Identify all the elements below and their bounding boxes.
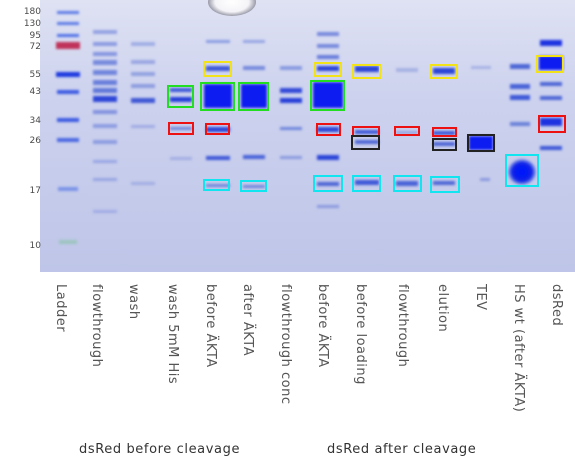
yellow-box-5 [536,55,564,73]
lane-wash-5mm-his [170,88,192,160]
lane-after-akta [241,40,267,188]
lane-label-flowthrough-2: flowthrough [395,284,410,368]
lane-label-after-akta: after ÄKTA [240,284,255,357]
yellow-box-4 [430,64,458,79]
glare-spot [208,0,256,16]
gel-image [0,0,575,272]
black-box-2 [432,138,457,151]
lane-label-tev: TEV [473,284,488,311]
lane-elution [433,68,455,185]
red-box-7 [538,115,566,133]
green-box-wash-his [167,85,194,108]
lane-wash [131,42,155,185]
lane-tev [469,66,493,181]
green-box-after-akta [238,82,269,111]
lane-label-ladder: Ladder [53,284,68,333]
cyan-box-3 [313,175,343,192]
cyan-box-4 [352,175,381,192]
lane-label-wash-5mm-his: wash 5mM His [165,284,180,385]
red-box-2 [205,123,230,135]
lane-flowthrough-conc [280,66,302,159]
ladder-lane [56,11,80,244]
red-box-1 [168,122,194,135]
lane-label-hs-wt: HS wt (after ÄKTA) [511,284,526,413]
lane-flowthrough-2 [396,68,418,186]
mw-label-34: 34 [29,116,41,126]
mw-label-17: 17 [29,186,41,196]
group-label-after-cleavage: dsRed after cleavage [327,442,477,457]
mw-label-95: 95 [29,31,41,41]
yellow-box-1 [203,61,232,77]
mw-label-180: 180 [23,7,41,17]
cyan-box-5 [393,175,422,192]
lane-label-dsred: dsRed [549,284,564,327]
lane-dsred [539,40,563,150]
black-box-1 [351,135,380,150]
mw-label-10: 10 [29,241,41,251]
group-label-before-cleavage: dsRed before cleavage [79,442,241,457]
lane-before-loading [355,66,379,185]
lane-label-before-akta-1: before ÄKTA [203,284,218,368]
green-box-before-akta [200,82,235,111]
mw-label-72: 72 [29,42,41,52]
lane-label-wash: wash [126,284,141,320]
lane-label-flowthrough-conc: flowthrough conc [278,284,293,405]
mw-label-55: 55 [29,70,41,80]
lane-flowthrough [93,30,117,213]
yellow-box-3 [352,64,381,79]
gel-left-margin [0,0,40,272]
hs-wt-blob [508,159,536,185]
lane-before-akta-1 [204,40,232,187]
mw-label-26: 26 [29,136,41,146]
cyan-box-2 [240,180,267,192]
cyan-box-6 [430,176,460,193]
red-box-6 [432,127,457,137]
lane-label-flowthrough: flowthrough [89,284,104,368]
lane-label-before-akta-2: before ÄKTA [315,284,330,368]
lane-label-elution: elution [435,284,450,333]
lane-label-before-loading: before loading [353,284,368,385]
cyan-box-1 [203,179,230,191]
lane-before-akta-2 [313,32,343,208]
red-box-3 [316,123,341,136]
red-box-5 [394,126,420,136]
green-box-before-akta-2 [310,80,345,111]
mw-label-43: 43 [29,87,41,97]
annotation-boxes [167,55,566,193]
yellow-box-2 [314,62,342,77]
mw-label-130: 130 [23,19,41,29]
cyan-box-7 [505,154,539,187]
black-box-3 [467,134,495,152]
lane-hs-wt [510,64,530,126]
